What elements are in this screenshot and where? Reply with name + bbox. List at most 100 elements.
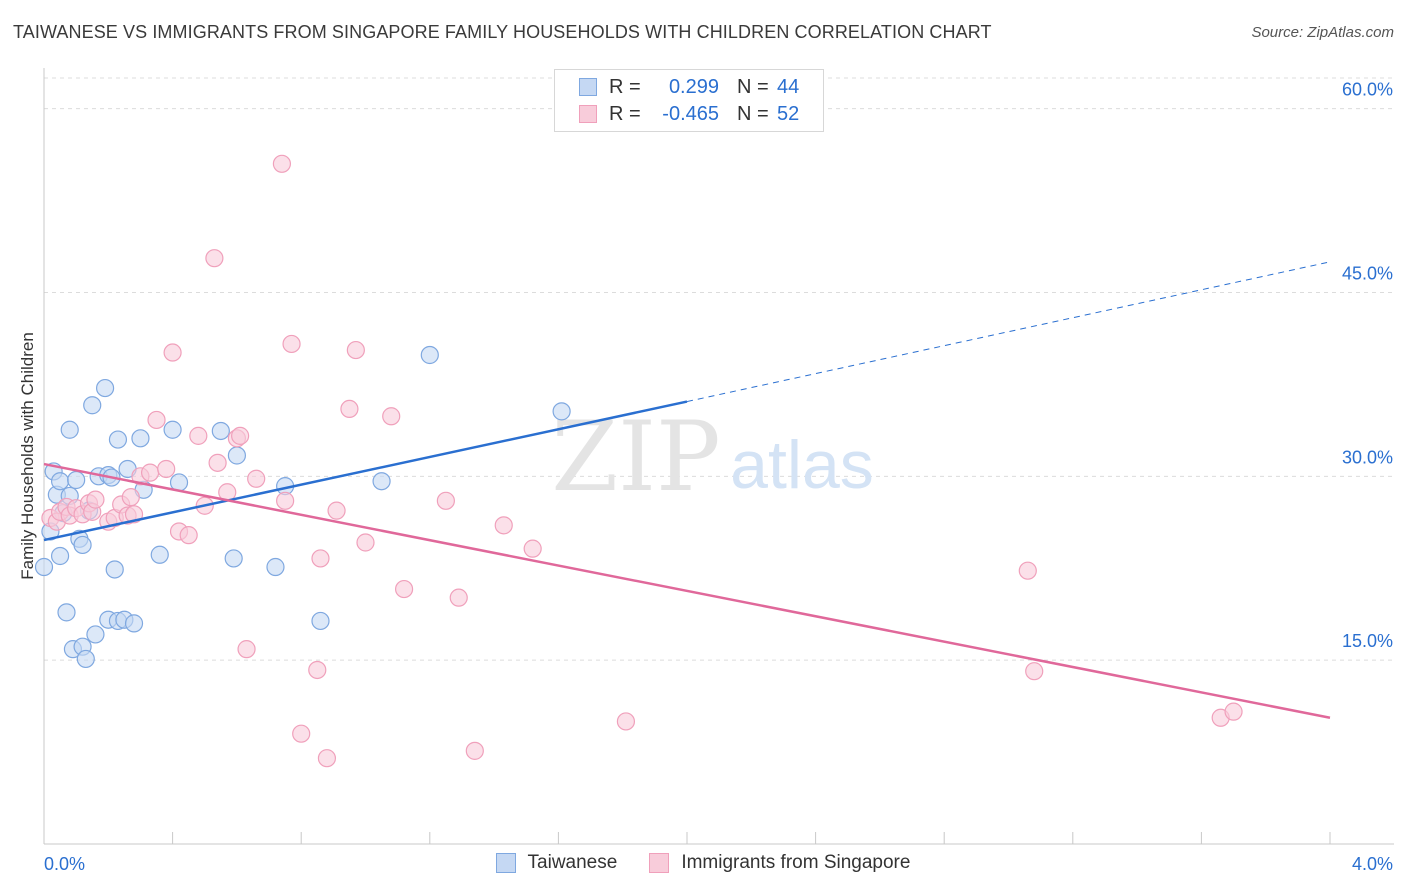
point-taiwanese bbox=[95, 378, 115, 398]
point-singapore bbox=[1018, 561, 1037, 580]
point-singapore bbox=[247, 469, 266, 488]
point-singapore bbox=[1224, 702, 1243, 721]
point-singapore bbox=[205, 249, 224, 268]
point-singapore bbox=[140, 463, 160, 482]
point-taiwanese bbox=[73, 535, 92, 555]
legend-r-label: R = bbox=[609, 102, 641, 125]
point-singapore bbox=[382, 407, 401, 426]
point-taiwanese bbox=[60, 420, 79, 439]
legend-item-singapore: Immigrants from Singapore bbox=[649, 852, 910, 874]
point-singapore bbox=[189, 426, 208, 445]
x-tick-label-min: 0.0% bbox=[44, 854, 85, 874]
legend-item-taiwanese: Taiwanese bbox=[495, 852, 618, 874]
point-taiwanese bbox=[131, 429, 150, 448]
watermark-atlas: atlas bbox=[730, 427, 874, 503]
point-singapore bbox=[86, 490, 105, 509]
point-taiwanese bbox=[227, 446, 246, 465]
y-tick-label: 30.0% bbox=[1342, 447, 1393, 467]
legend-label-singapore: Immigrants from Singapore bbox=[681, 852, 911, 873]
point-taiwanese bbox=[108, 430, 128, 449]
point-singapore bbox=[465, 741, 484, 760]
stats-legend: R = 0.299 N = 44 R = -0.465 N = 52 bbox=[554, 69, 824, 132]
source-label: Source: ZipAtlas.com bbox=[1251, 24, 1394, 41]
legend-r-label: R = bbox=[609, 75, 641, 98]
x-tick-label-max: 4.0% bbox=[1352, 854, 1393, 874]
watermark: ZIP atlas bbox=[551, 401, 873, 513]
point-singapore bbox=[327, 501, 346, 520]
point-singapore bbox=[356, 533, 375, 552]
point-singapore bbox=[449, 588, 468, 607]
point-taiwanese bbox=[50, 472, 70, 491]
data-points bbox=[34, 154, 1243, 768]
legend-label-taiwanese: Taiwanese bbox=[527, 852, 618, 873]
point-singapore bbox=[346, 340, 365, 360]
series-legend: Taiwanese Immigrants from Singapore bbox=[0, 852, 1406, 874]
point-taiwanese bbox=[163, 420, 182, 439]
point-singapore bbox=[308, 660, 327, 680]
legend-swatch-singapore bbox=[579, 105, 597, 123]
trend-line-singapore bbox=[43, 462, 1331, 719]
point-taiwanese bbox=[86, 625, 105, 644]
legend-n-value: 52 bbox=[777, 102, 800, 125]
point-singapore bbox=[292, 724, 311, 743]
point-singapore bbox=[394, 579, 414, 599]
legend-n-value: 44 bbox=[777, 75, 800, 98]
point-singapore bbox=[523, 539, 542, 558]
point-taiwanese bbox=[105, 560, 124, 579]
point-taiwanese bbox=[57, 603, 76, 622]
point-taiwanese bbox=[420, 345, 439, 365]
point-taiwanese bbox=[211, 421, 230, 441]
point-singapore bbox=[231, 426, 250, 445]
point-taiwanese bbox=[67, 470, 86, 490]
point-taiwanese bbox=[34, 557, 54, 577]
point-singapore bbox=[121, 488, 140, 507]
point-taiwanese bbox=[266, 557, 285, 577]
point-singapore bbox=[1025, 662, 1044, 681]
point-singapore bbox=[237, 640, 256, 659]
point-taiwanese bbox=[224, 549, 243, 568]
trend-line-taiwanese-extension bbox=[686, 261, 1331, 403]
point-singapore bbox=[157, 459, 176, 479]
point-singapore bbox=[147, 410, 166, 430]
legend-r-value: 0.299 bbox=[668, 75, 719, 98]
trend-lines bbox=[43, 261, 1331, 719]
legend-swatch-singapore bbox=[649, 853, 670, 873]
watermark-zip: ZIP bbox=[551, 401, 720, 513]
legend-n-label: N = bbox=[737, 102, 769, 125]
point-singapore bbox=[276, 491, 295, 510]
point-singapore bbox=[311, 549, 330, 568]
point-taiwanese bbox=[372, 472, 391, 491]
point-singapore bbox=[616, 712, 636, 731]
point-taiwanese bbox=[83, 396, 102, 415]
trend-line-taiwanese bbox=[43, 400, 688, 542]
point-singapore bbox=[317, 749, 337, 768]
y-tick-label: 15.0% bbox=[1342, 631, 1393, 651]
legend-swatch-taiwanese bbox=[495, 853, 516, 873]
legend-n-label: N = bbox=[737, 75, 769, 98]
point-taiwanese bbox=[311, 611, 330, 631]
point-singapore bbox=[494, 516, 513, 535]
point-singapore bbox=[436, 491, 455, 510]
point-singapore bbox=[208, 453, 227, 472]
point-singapore bbox=[163, 343, 182, 362]
chart-title: TAIWANESE VS IMMIGRANTS FROM SINGAPORE F… bbox=[13, 22, 992, 42]
legend-row-taiwanese: R = 0.299 N = 44 bbox=[579, 74, 799, 100]
point-taiwanese bbox=[124, 614, 144, 633]
y-tick-label: 60.0% bbox=[1342, 80, 1393, 100]
legend-row-singapore: R = -0.465 N = 52 bbox=[579, 101, 799, 127]
point-singapore bbox=[282, 334, 301, 354]
axes bbox=[43, 68, 1394, 845]
point-taiwanese bbox=[50, 546, 70, 566]
point-taiwanese bbox=[76, 649, 95, 669]
legend-r-value: -0.465 bbox=[662, 102, 719, 125]
legend-swatch-taiwanese bbox=[579, 78, 597, 96]
grid-lines bbox=[44, 77, 1394, 661]
point-taiwanese bbox=[552, 402, 571, 421]
point-taiwanese bbox=[150, 545, 169, 564]
point-singapore bbox=[179, 526, 198, 545]
y-tick-label: 45.0% bbox=[1342, 263, 1393, 283]
tick-labels: 15.0% 30.0% 45.0% 60.0% 0.0% 4.0% bbox=[44, 80, 1393, 874]
point-singapore bbox=[272, 154, 292, 173]
point-singapore bbox=[340, 399, 359, 419]
